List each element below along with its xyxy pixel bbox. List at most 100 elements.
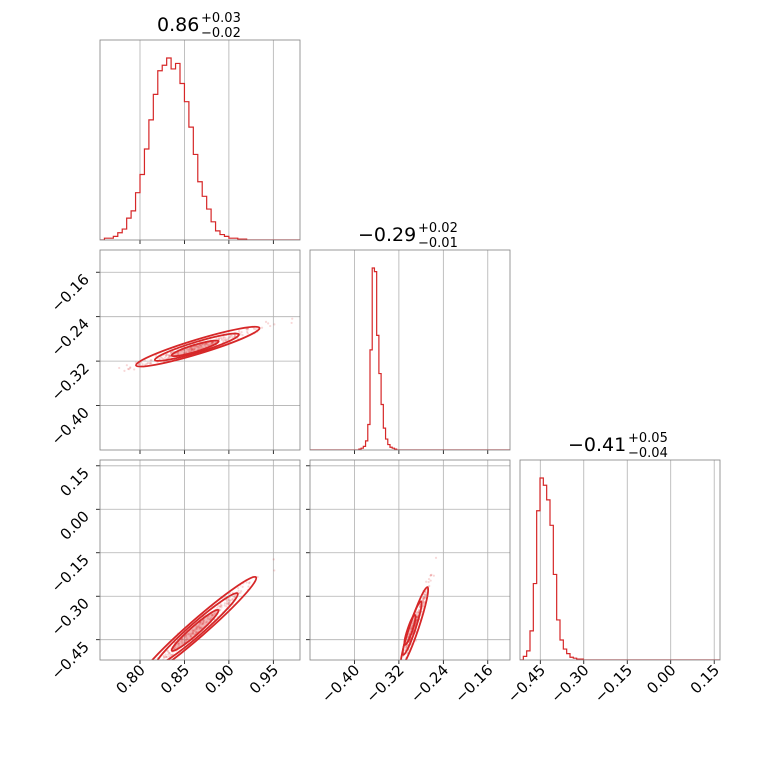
scatter-point	[165, 352, 169, 356]
scatter-point	[422, 604, 425, 608]
scatter-point	[233, 335, 237, 338]
panel-frame	[519, 459, 721, 661]
scatter-point	[191, 629, 194, 632]
title-param-3: −0.41 +0.05 −0.04	[568, 431, 668, 461]
scatter-point	[241, 585, 244, 588]
scatter-point	[416, 613, 419, 616]
scatter-point	[239, 591, 242, 594]
scatter-point	[219, 608, 222, 612]
scatter-point	[150, 359, 153, 362]
scatter-point	[156, 669, 158, 671]
scatter-point	[189, 635, 192, 638]
scatter-point	[184, 639, 187, 642]
scatter-point	[225, 602, 228, 606]
scatter-point	[248, 581, 251, 584]
title-param-2: −0.29 +0.02 −0.01	[358, 221, 458, 251]
scatter-point	[422, 597, 426, 600]
scatter-point	[422, 596, 425, 599]
title-2-minus: −0.01	[418, 236, 458, 251]
title-1-median: 0.86	[157, 14, 199, 36]
scatter-point	[232, 595, 235, 598]
scatter-point	[192, 348, 195, 351]
scatter-point	[422, 598, 425, 601]
scatter-point	[220, 606, 223, 609]
scatter-point	[200, 344, 203, 348]
scatter-point	[191, 629, 195, 632]
scatter-point	[196, 626, 199, 629]
scatter-point	[222, 336, 225, 339]
scatter-point	[416, 611, 419, 614]
scatter-point	[198, 344, 201, 347]
scatter-point	[177, 642, 181, 645]
scatter-point	[211, 614, 214, 617]
pair-panel-2-3	[306, 459, 511, 664]
scatter-point	[227, 336, 230, 339]
scatter-point	[424, 593, 428, 597]
x-tick-label-p2-0: −0.40	[318, 661, 363, 706]
scatter-point	[231, 597, 234, 600]
scatter-point	[425, 588, 428, 591]
scatter-point	[400, 661, 402, 663]
scatter-point	[176, 642, 179, 645]
scatter-point	[199, 345, 203, 348]
scatter-point	[164, 356, 167, 359]
x-tick-label-p3-2: −0.15	[591, 661, 636, 706]
scatter-point	[423, 591, 427, 594]
scatter-point	[190, 349, 193, 352]
scatter-point	[228, 598, 231, 602]
scatter-point	[170, 351, 173, 354]
scatter-point	[159, 662, 161, 664]
scatter-point	[404, 645, 408, 648]
scatter-point	[184, 351, 188, 354]
scatter-point	[404, 648, 407, 651]
scatter-point	[204, 345, 207, 348]
x-tick-label-p3-1: −0.30	[547, 661, 592, 706]
panel-frame	[99, 249, 301, 451]
scatter-point	[127, 367, 130, 371]
scatter-point	[429, 574, 432, 577]
scatter-point	[189, 634, 192, 637]
scatter-point	[220, 603, 223, 607]
scatter-point	[416, 611, 419, 614]
scatter-point	[192, 632, 195, 635]
scatter-point	[164, 354, 168, 357]
scatter-point	[193, 347, 196, 351]
scatter-point	[170, 654, 173, 657]
scatter-point	[193, 629, 196, 632]
scatter-point	[421, 599, 425, 602]
scatter-point	[148, 362, 151, 365]
scatter-point	[195, 626, 198, 629]
scatter-point	[167, 357, 170, 360]
scatter-point	[167, 356, 170, 359]
scatter-point	[422, 598, 425, 601]
scatter-point	[210, 341, 214, 344]
scatter-point	[425, 591, 428, 594]
scatter-point	[201, 622, 204, 625]
scatter-point	[210, 342, 213, 345]
scatter-point	[190, 348, 194, 351]
scatter-point	[168, 651, 171, 655]
scatter-point	[269, 324, 272, 328]
scatter-point	[222, 340, 225, 343]
scatter-point	[146, 668, 148, 670]
scatter-point	[145, 362, 148, 366]
scatter-point	[200, 623, 203, 626]
scatter-point	[237, 589, 240, 592]
scatter-point	[189, 347, 193, 350]
scatter-point	[114, 703, 116, 705]
scatter-point	[210, 616, 213, 619]
scatter-point	[229, 335, 232, 338]
scatter-point	[145, 667, 147, 669]
x-tick-label-p1-3: 0.95	[246, 661, 282, 697]
title-param-1: 0.86 +0.03 −0.02	[157, 11, 241, 41]
panel-frame	[99, 459, 301, 661]
scatter-point	[223, 604, 226, 607]
scatter-point	[195, 345, 198, 348]
scatter-point	[211, 614, 214, 617]
scatter-point	[225, 605, 228, 608]
scatter-point	[186, 637, 189, 640]
scatter-point	[237, 330, 241, 333]
scatter-point	[150, 662, 152, 664]
contour-level-3	[170, 608, 220, 652]
scatter-point	[164, 655, 168, 659]
